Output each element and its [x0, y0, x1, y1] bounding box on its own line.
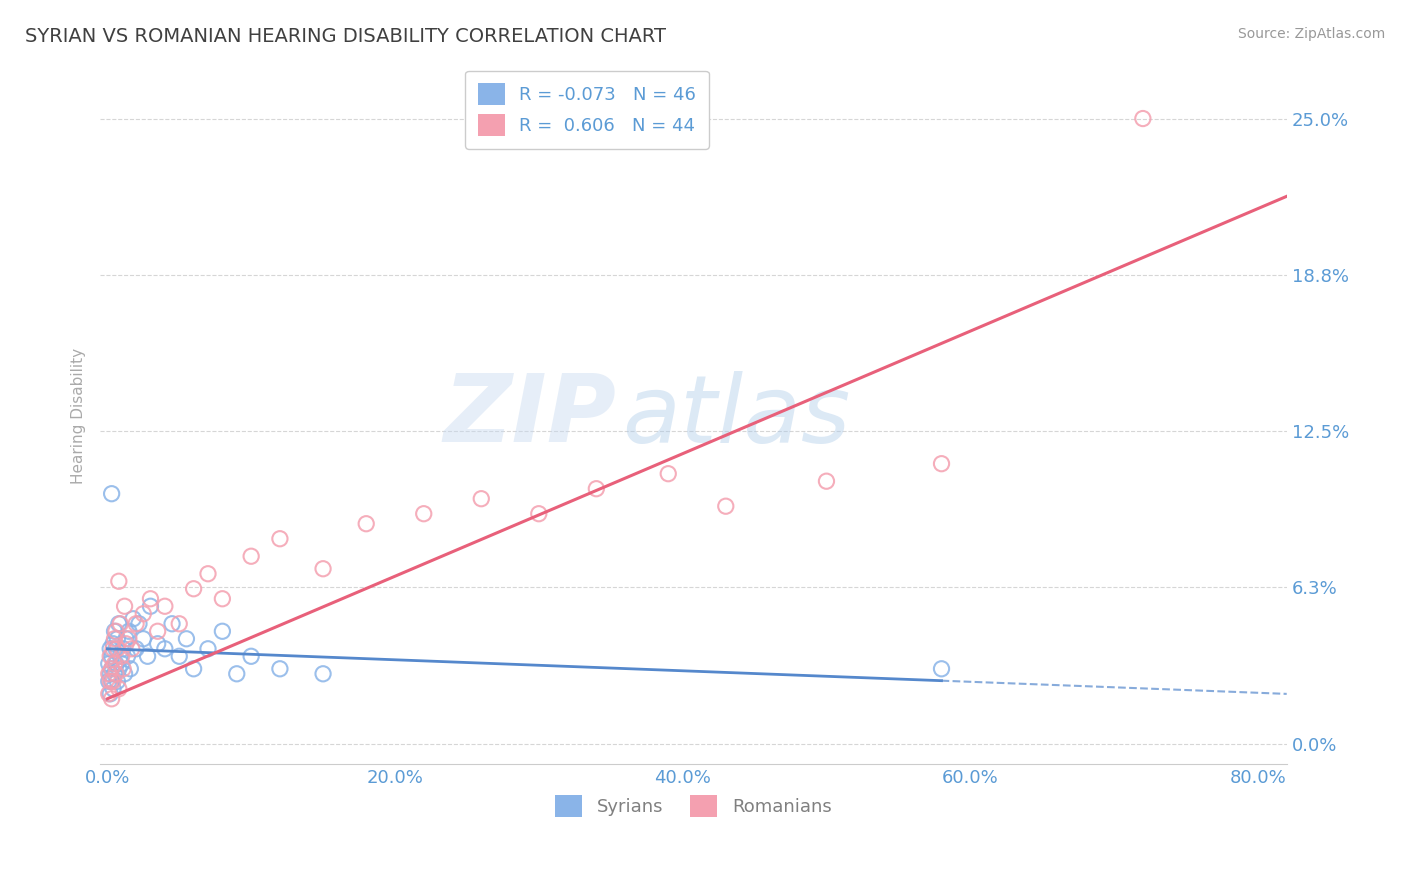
Point	[101, 681, 124, 696]
Point	[100, 691, 122, 706]
Point	[98, 649, 121, 664]
Point	[98, 687, 121, 701]
Point	[211, 591, 233, 606]
Point	[312, 666, 335, 681]
Point	[115, 637, 138, 651]
Point	[97, 687, 120, 701]
Point	[108, 616, 131, 631]
Text: atlas: atlas	[623, 371, 851, 462]
Point	[98, 674, 121, 689]
Point	[101, 641, 124, 656]
Point	[931, 662, 953, 676]
Point	[103, 632, 125, 646]
Point	[105, 632, 128, 646]
Point	[121, 641, 143, 656]
Point	[112, 662, 135, 676]
Point	[100, 486, 122, 500]
Point	[153, 641, 176, 656]
Point	[354, 516, 377, 531]
Point	[312, 562, 335, 576]
Point	[125, 616, 148, 631]
Point	[585, 482, 607, 496]
Point	[108, 662, 131, 676]
Point	[132, 632, 155, 646]
Point	[111, 649, 134, 664]
Point	[98, 666, 121, 681]
Point	[103, 657, 125, 671]
Point	[470, 491, 492, 506]
Point	[240, 549, 263, 564]
Point	[111, 657, 134, 671]
Point	[197, 566, 219, 581]
Point	[98, 641, 121, 656]
Point	[100, 662, 122, 676]
Point	[269, 532, 291, 546]
Point	[153, 599, 176, 614]
Point	[117, 649, 139, 664]
Point	[105, 641, 128, 656]
Point	[100, 662, 122, 676]
Point	[97, 666, 120, 681]
Point	[104, 624, 127, 639]
Point	[132, 607, 155, 621]
Point	[211, 624, 233, 639]
Point	[146, 637, 169, 651]
Text: SYRIAN VS ROMANIAN HEARING DISABILITY CORRELATION CHART: SYRIAN VS ROMANIAN HEARING DISABILITY CO…	[25, 27, 666, 45]
Point	[527, 507, 550, 521]
Point	[128, 616, 150, 631]
Point	[167, 649, 190, 664]
Point	[183, 662, 205, 676]
Point	[931, 457, 953, 471]
Point	[657, 467, 679, 481]
Point	[105, 674, 128, 689]
Point	[100, 674, 122, 689]
Point	[101, 674, 124, 689]
Point	[104, 666, 127, 681]
Y-axis label: Hearing Disability: Hearing Disability	[72, 348, 86, 484]
Point	[1132, 112, 1154, 126]
Point	[118, 624, 141, 639]
Point	[160, 616, 183, 631]
Point	[269, 662, 291, 676]
Point	[176, 632, 198, 646]
Point	[139, 591, 162, 606]
Point	[125, 641, 148, 656]
Point	[197, 641, 219, 656]
Point	[136, 649, 159, 664]
Point	[225, 666, 247, 681]
Point	[183, 582, 205, 596]
Point	[103, 624, 125, 639]
Point	[146, 624, 169, 639]
Point	[97, 657, 120, 671]
Point	[103, 666, 125, 681]
Point	[139, 599, 162, 614]
Point	[110, 649, 132, 664]
Point	[240, 649, 263, 664]
Point	[112, 641, 135, 656]
Point	[114, 666, 136, 681]
Point	[110, 616, 132, 631]
Text: ZIP: ZIP	[443, 370, 616, 462]
Point	[104, 641, 127, 656]
Point	[100, 649, 122, 664]
Point	[101, 637, 124, 651]
Point	[104, 657, 127, 671]
Point	[167, 616, 190, 631]
Legend: Syrians, Romanians: Syrians, Romanians	[548, 788, 839, 824]
Point	[108, 681, 131, 696]
Point	[114, 599, 136, 614]
Point	[108, 574, 131, 589]
Point	[122, 612, 145, 626]
Point	[412, 507, 434, 521]
Text: Source: ZipAtlas.com: Source: ZipAtlas.com	[1237, 27, 1385, 41]
Point	[815, 474, 838, 488]
Point	[115, 632, 138, 646]
Point	[97, 674, 120, 689]
Point	[714, 500, 737, 514]
Point	[118, 632, 141, 646]
Point	[120, 662, 142, 676]
